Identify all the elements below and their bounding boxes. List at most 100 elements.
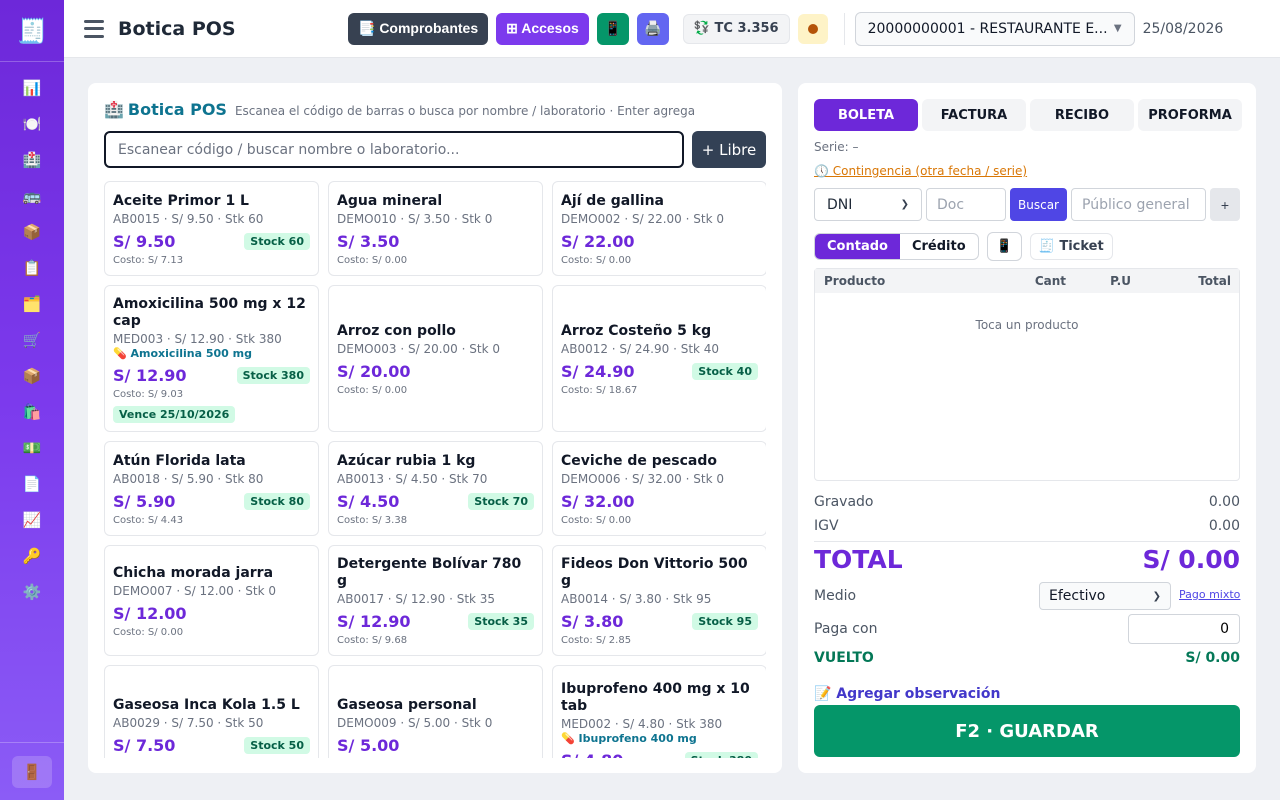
client-row: DNI ❯ Buscar + bbox=[814, 188, 1240, 221]
product-price: S/ 12.90 bbox=[337, 612, 411, 631]
sidebar-item-orders-icon[interactable]: 📋 bbox=[22, 259, 42, 277]
products-panel: 🏥 Botica POS Escanea el código de barras… bbox=[88, 83, 782, 773]
product-card[interactable]: Gaseosa Inca Kola 1.5 L AB0029 · S/ 7.50 … bbox=[104, 665, 319, 758]
product-cost: Costo: S/ 0.00 bbox=[561, 514, 632, 526]
sidebar-item-folders-icon[interactable]: 🗂️ bbox=[22, 295, 42, 313]
product-price-row: S/ 22.00 bbox=[561, 232, 758, 251]
sale-panel: BOLETA FACTURA RECIBO PROFORMA Serie: – 🕔 C… bbox=[798, 83, 1256, 773]
product-search-input[interactable] bbox=[104, 131, 684, 168]
phone-icon[interactable]: 📱 bbox=[986, 232, 1022, 261]
product-card[interactable]: Ibuprofeno 400 mg x 10 tab MED002 · S/ 4.… bbox=[552, 665, 766, 758]
product-info: DEMO003 · S/ 20.00 · Stk 0 bbox=[337, 341, 500, 356]
tab-factura[interactable]: FACTURA bbox=[922, 99, 1026, 131]
accesos-button[interactable]: ⊞ Accesos bbox=[496, 12, 589, 45]
client-name-input[interactable] bbox=[1071, 188, 1206, 221]
product-info: AB0015 · S/ 9.50 · Stk 60 bbox=[113, 211, 264, 226]
save-button[interactable]: F2 · GUARDAR bbox=[814, 705, 1240, 757]
company-select-value: 20000000001 - RESTAURANTE E... bbox=[867, 20, 1108, 37]
product-info: MED003 · S/ 12.90 · Stk 380 bbox=[113, 331, 282, 346]
product-card[interactable]: Ceviche de pescado DEMO006 · S/ 32.00 · S… bbox=[552, 441, 766, 536]
paga-con-input[interactable] bbox=[1128, 614, 1240, 644]
tab-boleta[interactable]: BOLETA bbox=[814, 99, 918, 131]
sidebar-item-pharmacy-icon[interactable]: 🏥 bbox=[22, 151, 42, 169]
product-price: S/ 12.90 bbox=[113, 365, 187, 385]
sidebar-item-settings-icon[interactable]: ⚙️ bbox=[22, 583, 42, 601]
doc-type-select[interactable]: DNI ❯ bbox=[814, 188, 922, 221]
product-card[interactable]: Azúcar rubia 1 kg AB0013 · S/ 4.50 · Stk … bbox=[328, 441, 543, 536]
products-panel-title: Botica POS bbox=[127, 100, 227, 119]
pharmacy-icon: 🏥 bbox=[104, 100, 124, 119]
product-card[interactable]: Detergente Bolívar 780 g AB0017 · S/ 12.9… bbox=[328, 545, 543, 656]
product-cost: Costo: S/ 0.00 bbox=[337, 254, 408, 266]
product-info: DEMO007 · S/ 12.00 · Stk 0 bbox=[113, 583, 276, 598]
contado-option[interactable]: Contado bbox=[815, 234, 900, 259]
contingencia-link[interactable]: 🕔 Contingencia (otra fecha / serie) bbox=[814, 164, 1028, 178]
totals-divider bbox=[814, 541, 1240, 542]
product-cost: Costo: S/ 0.00 bbox=[337, 384, 408, 396]
product-card[interactable]: Arroz Costeño 5 kg AB0012 · S/ 24.90 · St… bbox=[552, 285, 766, 432]
sidebar-item-cash-icon[interactable]: 💵 bbox=[22, 439, 42, 457]
pago-mixto-link[interactable]: Pago mixto bbox=[1179, 588, 1241, 601]
product-price: S/ 4.50 bbox=[337, 491, 400, 511]
product-name: Ceviche de pescado bbox=[561, 452, 717, 469]
product-card[interactable]: Arroz con pollo DEMO003 · S/ 20.00 · Stk … bbox=[328, 285, 543, 432]
buscar-button[interactable]: Buscar bbox=[1010, 188, 1067, 221]
product-cost: Costo: S/ 3.38 bbox=[337, 514, 408, 526]
vuelto-row: VUELTO S/ 0.00 bbox=[814, 650, 1240, 666]
tab-recibo[interactable]: RECIBO bbox=[1030, 99, 1134, 131]
add-observation-link[interactable]: 📝 Agregar observación bbox=[814, 686, 1001, 702]
product-price: S/ 7.50 bbox=[113, 735, 176, 755]
product-card[interactable]: Chicha morada jarra DEMO007 · S/ 12.00 · … bbox=[104, 545, 319, 656]
product-name: Atún Florida lata bbox=[113, 452, 246, 469]
product-price: S/ 9.50 bbox=[113, 231, 176, 251]
product-price-row: S/ 12.90 Stock 35 bbox=[337, 612, 534, 631]
sidebar-item-inventory-icon[interactable]: 📦 bbox=[22, 367, 42, 385]
product-price: S/ 3.80 bbox=[561, 612, 624, 631]
product-card[interactable]: Atún Florida lata AB0018 · S/ 5.90 · Stk … bbox=[104, 441, 319, 536]
cart-empty-message: Toca un producto bbox=[975, 318, 1079, 332]
product-price-row: S/ 5.90 Stock 80 bbox=[113, 492, 310, 511]
sidebar-item-transport-icon[interactable]: 🚌 bbox=[22, 187, 42, 205]
sidebar-item-reports-icon[interactable]: 📈 bbox=[22, 511, 42, 529]
product-price-row: S/ 9.50 Stock 60 bbox=[113, 232, 310, 251]
status-indicator-icon[interactable] bbox=[797, 13, 828, 44]
comprobantes-button[interactable]: 📑 Comprobantes bbox=[348, 12, 489, 45]
product-card[interactable]: Amoxicilina 500 mg x 12 cap MED003 · S/ 1… bbox=[104, 285, 319, 432]
doc-type-value: DNI bbox=[827, 196, 853, 213]
product-price: S/ 20.00 bbox=[337, 361, 411, 381]
sidebar-footer: 🚪 bbox=[0, 742, 64, 800]
libre-button[interactable]: + Libre bbox=[692, 131, 766, 168]
payment-condition-row: Contado Crédito 📱 🧾 Ticket bbox=[814, 232, 1113, 261]
sidebar-item-keys-icon[interactable]: 🔑 bbox=[22, 547, 42, 565]
ticket-button[interactable]: 🧾 Ticket bbox=[1029, 233, 1113, 260]
payment-method-value: Efectivo bbox=[1049, 588, 1106, 604]
igv-label: IGV bbox=[814, 518, 839, 534]
payment-method-select[interactable]: Efectivo ❯ bbox=[1039, 582, 1171, 610]
stock-badge: Stock 380 bbox=[684, 752, 758, 758]
sidebar-item-documents-icon[interactable]: 📄 bbox=[22, 475, 42, 493]
printer-icon[interactable]: 🖨️ bbox=[636, 12, 669, 45]
sidebar-item-products-icon[interactable]: 📦 bbox=[22, 223, 42, 241]
add-client-button[interactable]: + bbox=[1210, 188, 1240, 221]
tab-proforma[interactable]: PROFORMA bbox=[1138, 99, 1242, 131]
product-info: AB0017 · S/ 12.90 · Stk 35 bbox=[337, 592, 496, 606]
logout-icon[interactable]: 🚪 bbox=[12, 755, 52, 788]
company-select[interactable]: 20000000001 - RESTAURANTE E... ▼ bbox=[854, 11, 1135, 46]
menu-toggle-icon[interactable] bbox=[84, 19, 104, 38]
product-card[interactable]: Aceite Primor 1 L AB0015 · S/ 9.50 · Stk … bbox=[104, 181, 319, 276]
product-grid: Aceite Primor 1 L AB0015 · S/ 9.50 · Stk … bbox=[104, 181, 766, 758]
sidebar-item-purchases-icon[interactable]: 🛒 bbox=[22, 331, 42, 349]
doc-number-input[interactable] bbox=[926, 188, 1006, 221]
product-name: Chicha morada jarra bbox=[113, 564, 274, 581]
sidebar-item-sales-icon[interactable]: 🛍️ bbox=[22, 403, 42, 421]
product-card[interactable]: Gaseosa personal DEMO009 · S/ 5.00 · Stk … bbox=[328, 665, 543, 758]
product-card[interactable]: Fideos Don Vittorio 500 g AB0014 · S/ 3.8… bbox=[552, 545, 766, 656]
product-card[interactable]: Agua mineral DEMO010 · S/ 3.50 · Stk 0 S/ … bbox=[328, 181, 543, 276]
sidebar-item-dashboard-icon[interactable]: 📊 bbox=[22, 79, 42, 97]
product-price-row: S/ 12.90 Stock 380 bbox=[113, 366, 310, 385]
product-name: Arroz Costeño 5 kg bbox=[561, 322, 712, 339]
credito-option[interactable]: Crédito bbox=[911, 239, 966, 254]
sidebar-item-restaurant-icon[interactable]: 🍽️ bbox=[22, 115, 42, 133]
phone-icon[interactable]: 📱 bbox=[596, 12, 629, 45]
product-card[interactable]: Ají de gallina DEMO002 · S/ 22.00 · Stk 0… bbox=[552, 181, 766, 276]
